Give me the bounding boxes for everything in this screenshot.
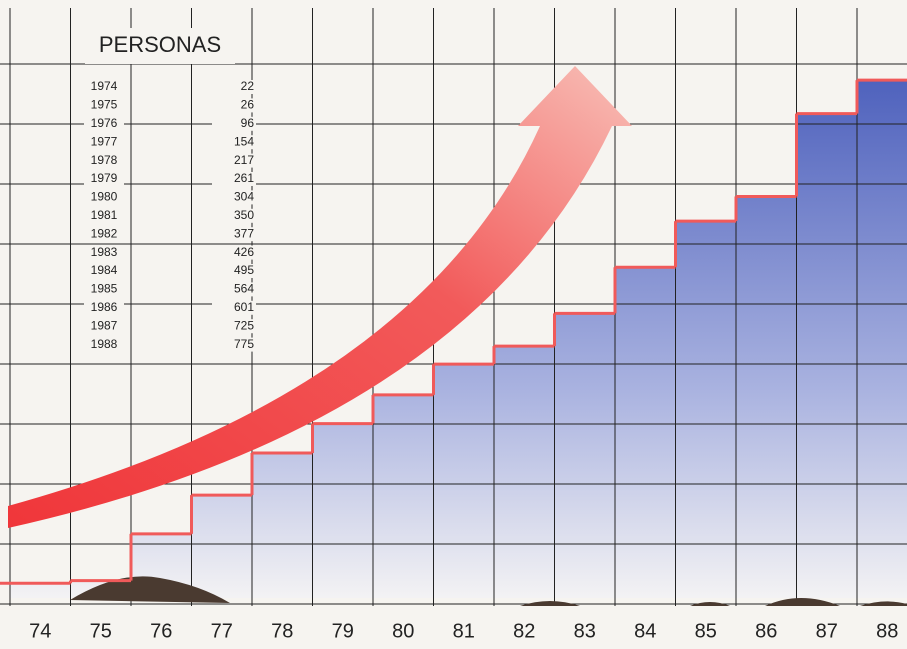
area — [252, 453, 313, 598]
table-year: 1987 — [91, 318, 118, 332]
x-tick-label: 86 — [755, 620, 777, 642]
table-year: 1986 — [91, 300, 118, 314]
table-row-bg — [212, 80, 256, 94]
table-year: 1985 — [91, 282, 118, 296]
table-row-bg — [212, 98, 256, 113]
table-value: 377 — [234, 226, 254, 240]
ground — [70, 576, 907, 606]
table-year: 1984 — [91, 263, 118, 277]
table-row-bg — [212, 135, 256, 150]
x-tick-label: 79 — [332, 620, 354, 642]
table-year: 1980 — [91, 190, 118, 204]
table-value: 426 — [234, 245, 254, 259]
table-value: 304 — [234, 190, 254, 204]
area — [433, 364, 494, 598]
x-tick-label: 87 — [816, 620, 838, 642]
x-tick-label: 81 — [453, 620, 475, 642]
table-row-bg — [212, 300, 256, 315]
table-value: 495 — [234, 263, 254, 277]
x-tick-label: 82 — [513, 620, 535, 642]
table-value: 350 — [234, 208, 254, 222]
x-tick-label: 84 — [634, 620, 656, 642]
table-row-bg — [84, 337, 124, 352]
x-tick-label: 78 — [271, 620, 293, 642]
table-value: 261 — [234, 171, 254, 185]
table-row-bg — [84, 208, 124, 223]
table-row-bg — [84, 80, 124, 94]
x-tick-label: 77 — [211, 620, 233, 642]
table-row-bg — [84, 172, 124, 186]
table-year: 1988 — [91, 337, 118, 351]
table-row-bg — [84, 300, 124, 315]
x-tick-label: 83 — [574, 620, 596, 642]
table-row-bg — [212, 245, 256, 260]
plot — [0, 8, 907, 606]
table-value: 725 — [234, 318, 254, 332]
chart-title: PERSONAS — [99, 32, 221, 57]
table-year: 1981 — [91, 208, 118, 222]
x-tick-label: 74 — [29, 620, 51, 642]
table-row-bg — [84, 135, 124, 150]
table-value: 154 — [234, 134, 254, 148]
table-row-bg — [212, 172, 256, 186]
area — [312, 423, 373, 598]
area — [857, 80, 907, 598]
table-row-bg — [84, 190, 124, 205]
table-value: 26 — [241, 98, 255, 112]
table-row-bg — [212, 116, 256, 131]
table-row-bg — [212, 190, 256, 205]
table-year: 1982 — [91, 226, 118, 240]
table-row-bg — [212, 227, 256, 242]
table-row-bg — [84, 245, 124, 260]
table-row-bg — [84, 282, 124, 297]
area — [615, 267, 676, 598]
table-row-bg — [84, 264, 124, 278]
area — [191, 495, 252, 598]
table-value: 22 — [241, 79, 255, 93]
area — [10, 583, 71, 598]
table-year: 1978 — [91, 153, 118, 167]
area — [796, 113, 857, 598]
table-year: 1983 — [91, 245, 118, 259]
table-row-bg — [84, 98, 124, 113]
area — [554, 313, 615, 598]
area — [675, 221, 736, 598]
area — [373, 394, 434, 598]
x-tick-label: 76 — [150, 620, 172, 642]
table-row-bg — [84, 116, 124, 131]
table-row-bg — [84, 227, 124, 242]
table-row-bg — [212, 153, 256, 168]
x-tick-label: 88 — [876, 620, 898, 642]
table-value: 601 — [234, 300, 254, 314]
x-tick-label: 75 — [90, 620, 112, 642]
table-row-bg — [212, 208, 256, 223]
table-value: 564 — [234, 282, 254, 296]
table-row-bg — [212, 282, 256, 297]
growth-arrow — [8, 66, 632, 528]
table-year: 1977 — [91, 134, 118, 148]
table-year: 1979 — [91, 171, 118, 185]
area — [736, 196, 797, 598]
area — [494, 346, 555, 598]
title-bg — [85, 28, 235, 64]
table-value: 775 — [234, 337, 254, 351]
table-row-bg — [212, 337, 256, 352]
table-year: 1974 — [91, 79, 118, 93]
table-row-bg — [84, 319, 124, 334]
table-value: 217 — [234, 153, 254, 167]
table-row-bg — [212, 264, 256, 278]
table-row-bg — [212, 319, 256, 334]
table-value: 96 — [241, 116, 255, 130]
table-row-bg — [84, 153, 124, 168]
table-year: 1976 — [91, 116, 118, 130]
table-year: 1975 — [91, 98, 118, 112]
x-tick-label: 80 — [392, 620, 414, 642]
x-tick-label: 85 — [695, 620, 717, 642]
